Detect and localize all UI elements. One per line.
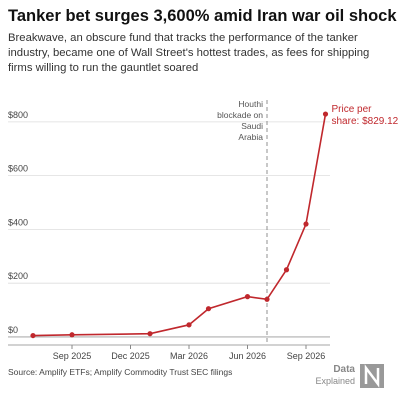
line <box>32 113 327 337</box>
subtitle-line: industry, became one of Wall Street's ho… <box>8 47 369 59</box>
source: Source: Amplify ETFs; Amplify Commodity … <box>8 367 232 377</box>
y-tick-label: $0 <box>8 325 18 335</box>
event-label: Saudi <box>241 121 263 131</box>
x-tick-label: Mar 2026 <box>170 351 208 361</box>
y-tick-label: $400 <box>8 217 28 227</box>
point <box>303 221 309 227</box>
x-tick-label: Sep 2026 <box>287 351 326 361</box>
event-label: Houthi <box>238 99 263 109</box>
logo: Data Explained <box>315 364 384 388</box>
value-label: Price per <box>332 104 373 115</box>
point <box>322 111 329 117</box>
value-label: share: $829.12 <box>332 116 399 127</box>
chart-title: Tanker bet surges 3,600% amid Iran war o… <box>8 7 397 25</box>
x-tick-label: Jun 2026 <box>229 351 266 361</box>
point <box>69 332 75 338</box>
point <box>244 294 251 300</box>
point <box>264 296 270 302</box>
event-label: blockade on <box>217 110 263 120</box>
point <box>205 306 212 312</box>
event-label: Arabia <box>238 132 263 142</box>
point <box>30 332 36 339</box>
x-tick-label: Dec 2025 <box>111 351 150 361</box>
logo-mark <box>364 364 380 388</box>
subtitle-line: Breakwave, an obscure fund that tracks t… <box>8 32 358 44</box>
point <box>147 331 153 337</box>
point <box>283 267 290 273</box>
point <box>186 322 192 328</box>
logo-text: Data <box>333 364 355 375</box>
logo-text: Explained <box>315 376 355 386</box>
y-tick-label: $600 <box>8 164 28 174</box>
x-tick-label: Sep 2025 <box>53 351 92 361</box>
subtitle-line: firms willing to run the gauntlet soared <box>8 62 198 74</box>
y-tick-label: $800 <box>8 110 28 120</box>
y-tick-label: $200 <box>8 271 28 281</box>
